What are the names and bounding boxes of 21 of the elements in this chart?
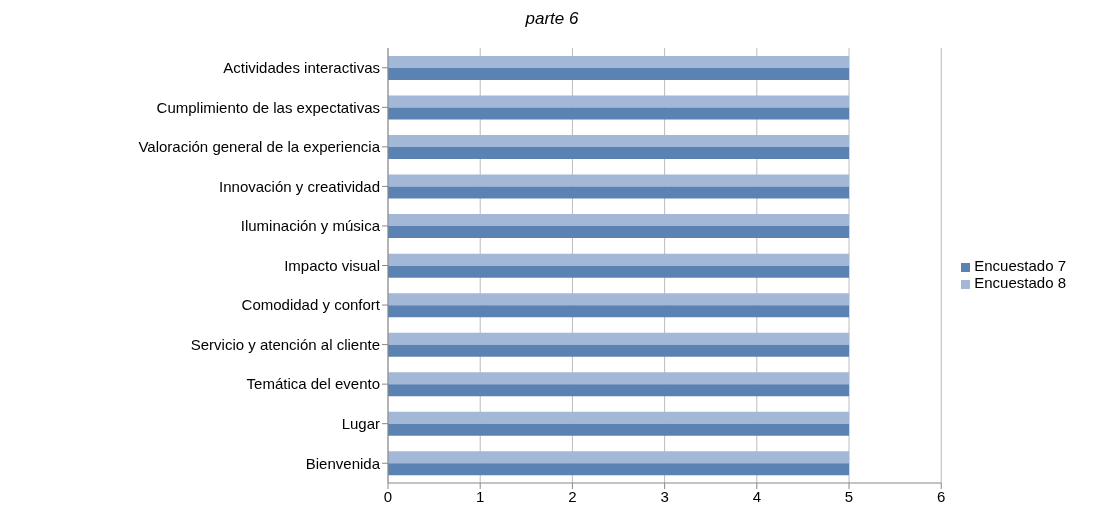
y-tick-label: Actividades interactivas (223, 59, 380, 77)
y-tick-label: Impacto visual (284, 256, 380, 274)
y-tick-label: Servicio y atención al cliente (190, 335, 380, 353)
y-tick-label: Innovación y creatividad (219, 177, 380, 195)
x-tick-label: 2 (568, 487, 577, 505)
x-tick-label: 4 (752, 487, 762, 505)
y-tick-label: Iluminación y música (240, 217, 381, 235)
x-tick-label: 0 (383, 487, 393, 505)
y-tick-label: Cumplimiento de las expectativas (156, 98, 380, 116)
y-tick-label: Lugar (341, 415, 380, 433)
x-tick-label: 1 (476, 487, 485, 505)
y-tick-label: Temática del evento (246, 375, 380, 393)
y-tick-label: Bienvenida (305, 454, 381, 472)
x-tick-label: 6 (937, 487, 946, 505)
y-tick-label: Comodidad y confort (241, 296, 381, 314)
y-tick-label: Valoración general de la experiencia (138, 138, 381, 156)
legend-label: Encuestado 7 (974, 257, 1066, 274)
x-tick-label: 3 (660, 487, 669, 505)
chart-title: parte 6 (524, 8, 580, 30)
legend-label: Encuestado 8 (974, 274, 1066, 291)
x-tick-label: 5 (844, 487, 854, 505)
